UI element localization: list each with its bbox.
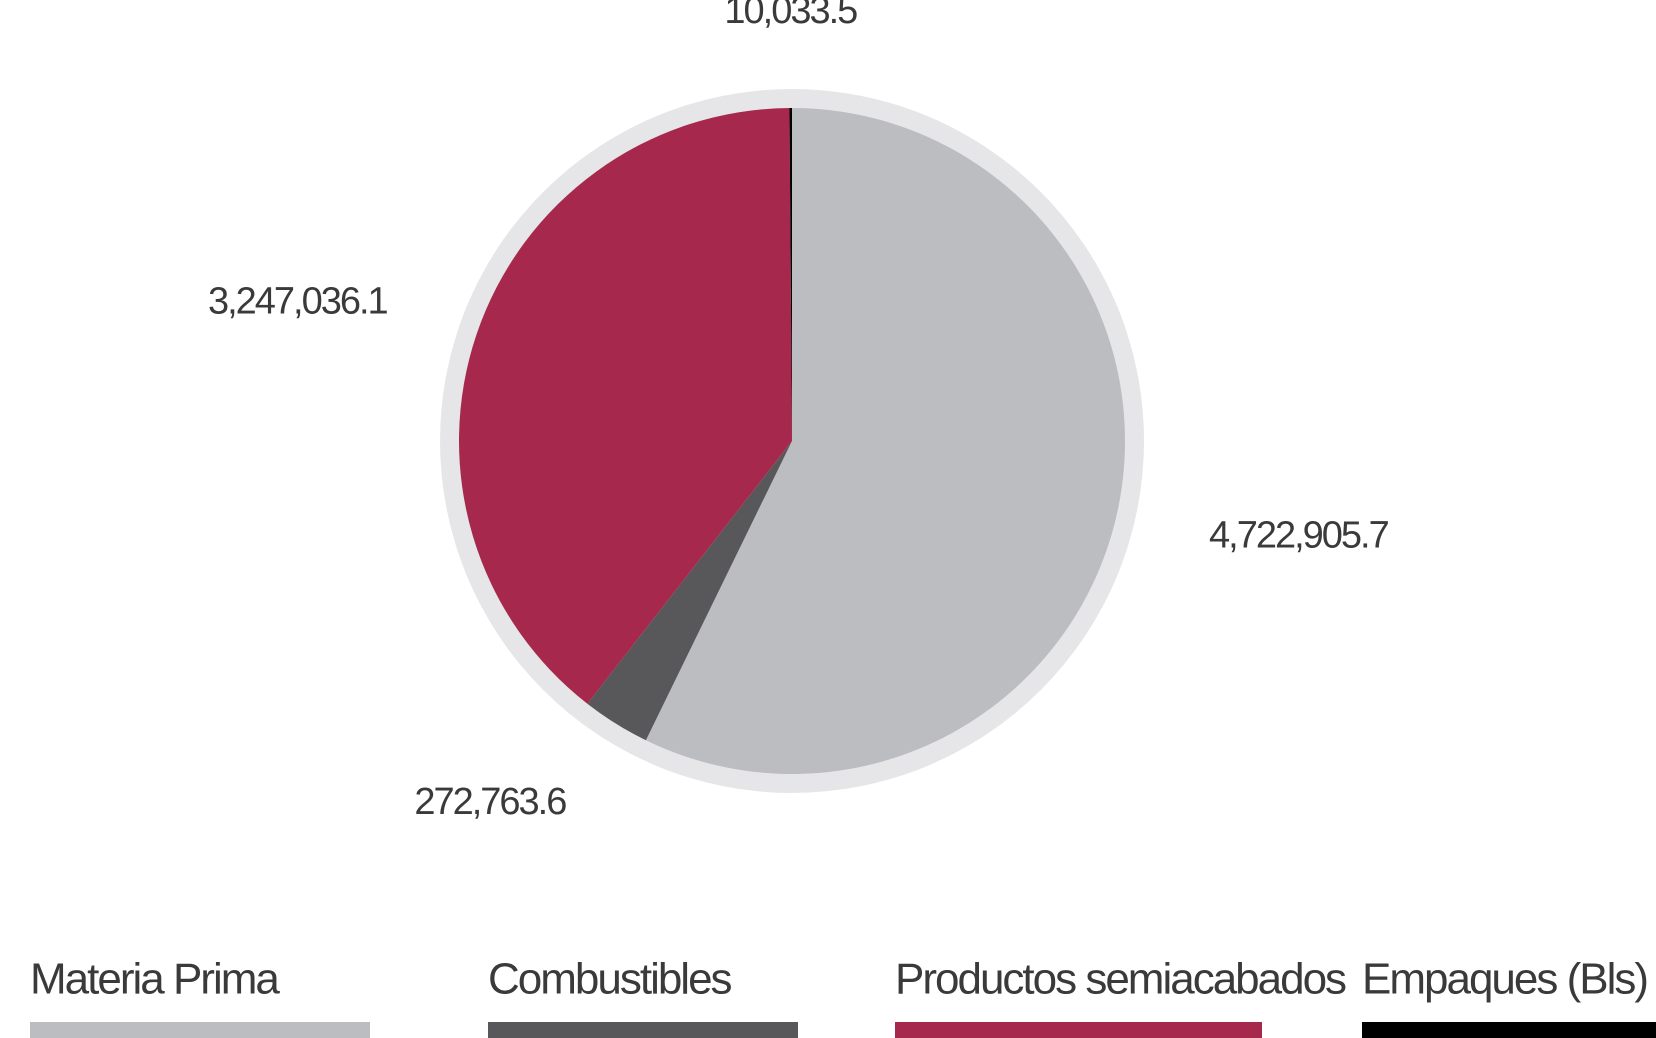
legend-label: Materia Prima xyxy=(30,955,280,1004)
value-label: 4,722,905.7 xyxy=(1209,514,1389,556)
legend-label: Empaques (Bls) xyxy=(1362,955,1647,1004)
legend-label: Combustibles xyxy=(488,955,732,1004)
value-label: 3,247,036.1 xyxy=(208,281,388,323)
pie-slice xyxy=(587,441,792,741)
legend-swatch xyxy=(1362,1022,1656,1038)
legend-swatch xyxy=(488,1022,798,1038)
value-label: 10,033.5 xyxy=(724,0,857,32)
legend-label: Productos semiacabados xyxy=(895,955,1346,1004)
value-label: 272,763.6 xyxy=(414,781,566,823)
legend-swatch xyxy=(895,1022,1262,1038)
pie-slice xyxy=(789,108,792,441)
pie-slice xyxy=(645,108,1125,774)
pie-slice xyxy=(459,108,792,704)
legend-swatch xyxy=(30,1022,370,1038)
